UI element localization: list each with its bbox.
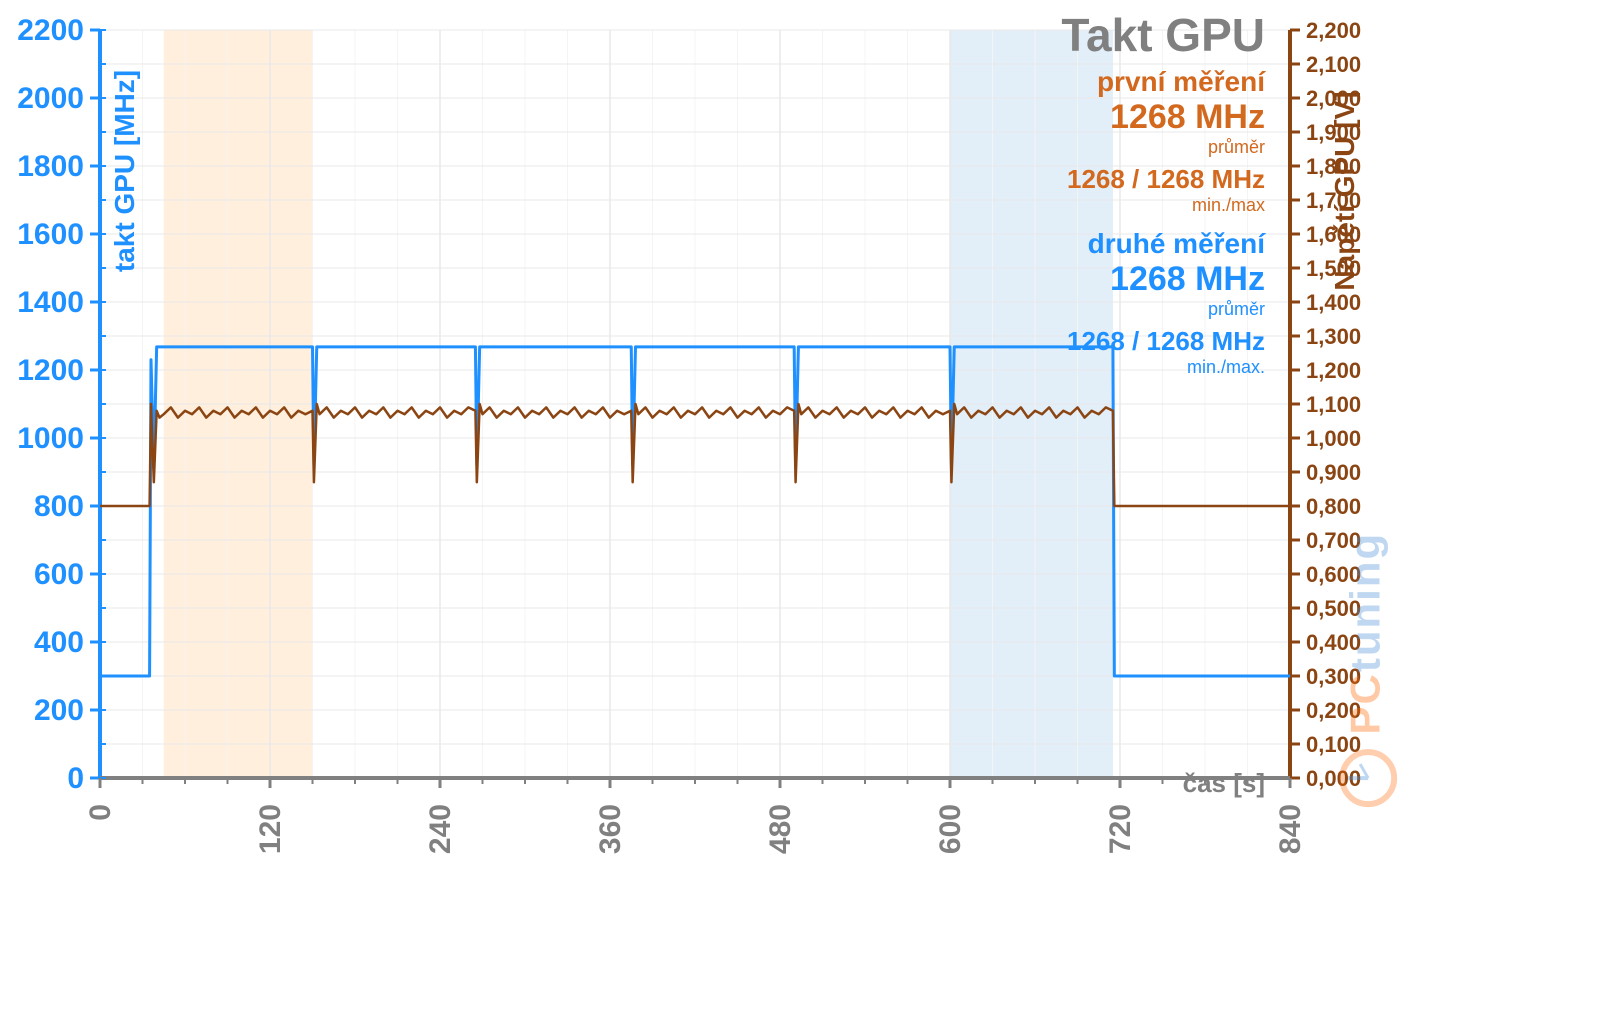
logo-watermark: PCtuning <box>1338 532 1398 808</box>
info-second: druhé měření 1268 MHz průměr 1268 / 1268… <box>1067 228 1265 378</box>
svg-text:2000: 2000 <box>17 82 84 115</box>
svg-text:800: 800 <box>34 490 84 523</box>
info-first-main: 1268 MHz <box>1067 98 1265 137</box>
info-first-sub1: průměr <box>1067 137 1265 158</box>
info-second-heading: druhé měření <box>1067 228 1265 260</box>
info-second-sub1: průměr <box>1067 299 1265 320</box>
svg-text:840: 840 <box>1274 804 1307 854</box>
svg-text:200: 200 <box>34 694 84 727</box>
svg-text:2,200: 2,200 <box>1306 18 1361 43</box>
svg-text:720: 720 <box>1104 804 1137 854</box>
svg-text:0: 0 <box>67 762 84 795</box>
svg-text:2200: 2200 <box>17 14 84 47</box>
info-first: první měření 1268 MHz průměr 1268 / 1268… <box>1067 66 1265 216</box>
svg-text:480: 480 <box>764 804 797 854</box>
info-first-minmax: 1268 / 1268 MHz <box>1067 164 1265 195</box>
svg-text:600: 600 <box>934 804 967 854</box>
svg-text:1600: 1600 <box>17 218 84 251</box>
svg-text:400: 400 <box>34 626 84 659</box>
svg-text:1200: 1200 <box>17 354 84 387</box>
info-second-minmax: 1268 / 1268 MHz <box>1067 326 1265 357</box>
logo-text-a: PC <box>1341 672 1388 734</box>
x-axis-label: čas [s] <box>1183 768 1265 799</box>
svg-text:1,100: 1,100 <box>1306 392 1361 417</box>
svg-text:1000: 1000 <box>17 422 84 455</box>
svg-text:0: 0 <box>84 804 117 821</box>
svg-text:240: 240 <box>424 804 457 854</box>
svg-text:360: 360 <box>594 804 627 854</box>
svg-text:1800: 1800 <box>17 150 84 183</box>
right-axis-label: Napětí GPU [V] <box>1329 41 1361 341</box>
logo-text-b: tuning <box>1341 532 1388 672</box>
info-second-sub2: min./max. <box>1067 357 1265 378</box>
info-second-main: 1268 MHz <box>1067 260 1265 299</box>
svg-text:1400: 1400 <box>17 286 84 319</box>
info-first-heading: první měření <box>1067 66 1265 98</box>
svg-text:120: 120 <box>254 804 287 854</box>
svg-text:1,000: 1,000 <box>1306 426 1361 451</box>
left-axis-label: takt GPU [MHz] <box>109 21 141 321</box>
svg-text:1,200: 1,200 <box>1306 358 1361 383</box>
svg-text:0,900: 0,900 <box>1306 460 1361 485</box>
svg-text:0,800: 0,800 <box>1306 494 1361 519</box>
info-first-sub2: min./max <box>1067 195 1265 216</box>
chart-container: 0200400600800100012001400160018002000220… <box>0 0 1600 1009</box>
chart-title: Takt GPU <box>1061 8 1265 62</box>
svg-text:600: 600 <box>34 558 84 591</box>
